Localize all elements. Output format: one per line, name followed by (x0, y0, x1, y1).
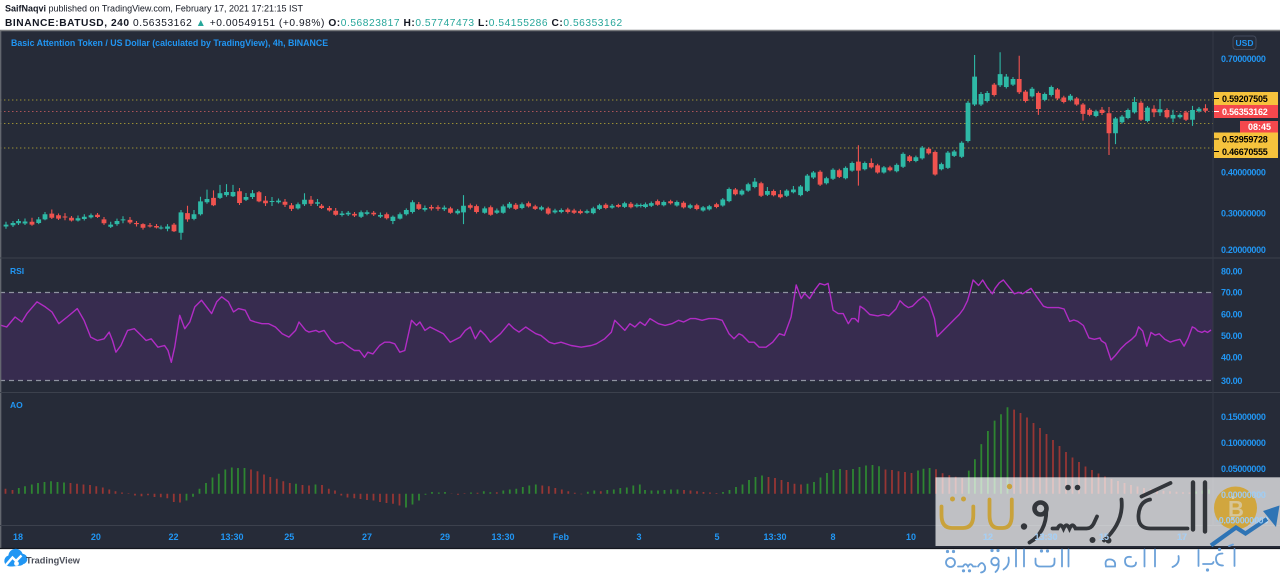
svg-text:0.70000000: 0.70000000 (1221, 54, 1266, 64)
svg-text:B: B (1228, 497, 1244, 522)
svg-text:0.30000000: 0.30000000 (1221, 209, 1266, 219)
svg-text:22: 22 (168, 532, 178, 542)
svg-text:0.15000000: 0.15000000 (1221, 412, 1266, 422)
svg-text:AO: AO (10, 400, 23, 410)
svg-text:50.00: 50.00 (1221, 331, 1242, 341)
svg-text:13:30: 13:30 (220, 532, 243, 542)
svg-text:08:45: 08:45 (1248, 122, 1271, 132)
svg-text:27: 27 (362, 532, 372, 542)
svg-text:29: 29 (440, 532, 450, 542)
svg-text:12: 12 (983, 532, 993, 542)
svg-text:15: 15 (1099, 532, 1109, 542)
svg-text:30.00: 30.00 (1221, 376, 1242, 386)
svg-text:3: 3 (636, 532, 641, 542)
svg-text:Basic Attention Token / US Dol: Basic Attention Token / US Dollar (calcu… (11, 38, 328, 48)
svg-text:13:30: 13:30 (491, 532, 514, 542)
svg-text:13:30: 13:30 (1034, 532, 1057, 542)
svg-text:0.52959728: 0.52959728 (1222, 135, 1268, 145)
svg-text:-0.05000000: -0.05000000 (1216, 516, 1264, 526)
svg-text:10: 10 (906, 532, 916, 542)
svg-text:0.40000000: 0.40000000 (1221, 168, 1266, 178)
svg-text:80.00: 80.00 (1221, 267, 1242, 277)
svg-text:SaifNaqvi published on Trading: SaifNaqvi published on TradingView.com, … (5, 4, 304, 14)
svg-text:Feb: Feb (553, 532, 570, 542)
svg-text:70.00: 70.00 (1221, 288, 1242, 298)
svg-text:5: 5 (714, 532, 719, 542)
svg-text:0.56353162: 0.56353162 (1222, 107, 1268, 117)
svg-text:0.20000000: 0.20000000 (1221, 245, 1266, 255)
svg-text:RSI: RSI (10, 266, 24, 276)
svg-text:0.00000000: 0.00000000 (1221, 490, 1266, 500)
svg-text:0.59207505: 0.59207505 (1222, 94, 1268, 104)
svg-text:60.00: 60.00 (1221, 310, 1242, 320)
svg-text:0.10000000: 0.10000000 (1221, 438, 1266, 448)
svg-text:USD: USD (1236, 38, 1254, 48)
svg-text:0.05000000: 0.05000000 (1221, 464, 1266, 474)
svg-text:20: 20 (91, 532, 101, 542)
svg-text:25: 25 (284, 532, 294, 542)
svg-text:17: 17 (1177, 532, 1187, 542)
svg-text:TradingView: TradingView (26, 556, 81, 566)
svg-text:8: 8 (830, 532, 835, 542)
svg-text:BINANCE:BATUSD, 240 0.5635316: BINANCE:BATUSD, 240 0.56353162 ▲ +0.0054… (5, 18, 623, 29)
svg-text:0.46670555: 0.46670555 (1222, 147, 1268, 157)
svg-text:13:30: 13:30 (763, 532, 786, 542)
svg-text:40.00: 40.00 (1221, 353, 1242, 363)
svg-text:18: 18 (13, 532, 23, 542)
